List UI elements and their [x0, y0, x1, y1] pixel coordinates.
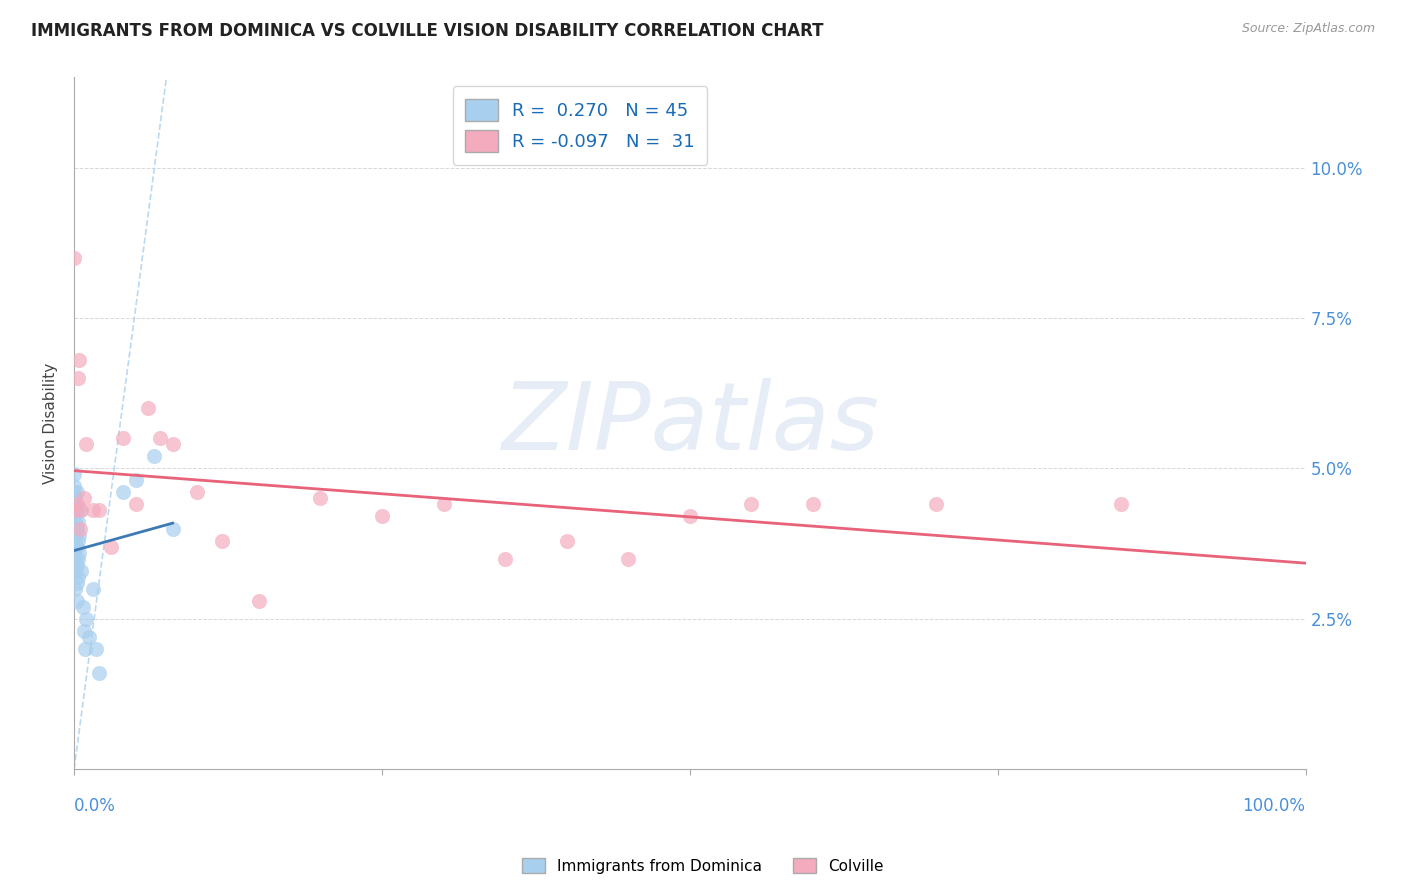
Point [65, 593, 87, 607]
Point [162, 437, 184, 451]
Point [77, 630, 100, 644]
Point [65, 503, 87, 517]
Point [65, 540, 87, 554]
Point [67, 527, 90, 541]
Text: IMMIGRANTS FROM DOMINICA VS COLVILLE VISION DISABILITY CORRELATION CHART: IMMIGRANTS FROM DOMINICA VS COLVILLE VIS… [31, 22, 824, 40]
Point [63, 533, 86, 548]
Point [66, 569, 89, 583]
Point [65, 575, 87, 590]
Point [87, 503, 110, 517]
Point [555, 533, 578, 548]
Point [69, 503, 91, 517]
Text: ZIPatlas: ZIPatlas [501, 378, 879, 469]
Point [65, 516, 87, 530]
Point [67, 545, 90, 559]
Point [136, 401, 159, 416]
Point [66, 516, 89, 530]
Point [65, 503, 87, 517]
Point [63, 522, 86, 536]
Point [69, 522, 91, 536]
Point [925, 498, 948, 512]
Point [149, 431, 172, 445]
Point [84, 641, 107, 656]
Point [63, 509, 86, 524]
Point [100, 540, 122, 554]
Point [65, 498, 87, 512]
Point [75, 612, 97, 626]
Point [162, 522, 184, 536]
Point [63, 491, 86, 506]
Point [82, 582, 104, 596]
Point [309, 491, 332, 506]
Point [65, 582, 87, 596]
Point [65, 527, 87, 541]
Legend: Immigrants from Dominica, Colville: Immigrants from Dominica, Colville [516, 852, 890, 880]
Point [211, 533, 233, 548]
Text: 0.0%: 0.0% [75, 797, 115, 814]
Point [82, 503, 104, 517]
Point [73, 624, 96, 638]
Point [65, 551, 87, 566]
Point [73, 491, 96, 506]
Point [65, 558, 87, 572]
Point [143, 450, 166, 464]
Point [432, 498, 454, 512]
Point [66, 371, 89, 385]
Point [70, 503, 93, 517]
Point [63, 485, 86, 500]
Point [87, 665, 110, 680]
Point [124, 498, 146, 512]
Point [1109, 498, 1132, 512]
Point [63, 503, 86, 517]
Legend: R =  0.270   N = 45, R = -0.097   N =  31: R = 0.270 N = 45, R = -0.097 N = 31 [453, 87, 707, 165]
Point [65, 540, 87, 554]
Y-axis label: Vision Disability: Vision Disability [44, 363, 58, 483]
Point [66, 533, 89, 548]
Point [494, 551, 516, 566]
Point [679, 509, 702, 524]
Point [63, 251, 86, 265]
Point [371, 509, 394, 524]
Point [65, 485, 87, 500]
Point [186, 485, 208, 500]
Text: Source: ZipAtlas.com: Source: ZipAtlas.com [1241, 22, 1375, 36]
Point [72, 599, 94, 614]
Point [65, 522, 87, 536]
Point [63, 467, 86, 482]
Point [70, 564, 93, 578]
Point [112, 485, 135, 500]
Point [65, 491, 87, 506]
Point [65, 503, 87, 517]
Point [66, 551, 89, 566]
Point [63, 479, 86, 493]
Point [75, 437, 97, 451]
Point [617, 551, 640, 566]
Point [75, 641, 97, 656]
Point [63, 551, 86, 566]
Point [67, 353, 90, 368]
Point [247, 593, 270, 607]
Point [63, 498, 86, 512]
Text: 100.0%: 100.0% [1243, 797, 1306, 814]
Point [124, 474, 146, 488]
Point [801, 498, 824, 512]
Point [65, 564, 87, 578]
Point [112, 431, 135, 445]
Point [740, 498, 762, 512]
